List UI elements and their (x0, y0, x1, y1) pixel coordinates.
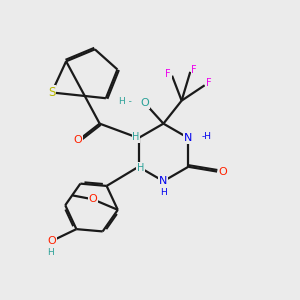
Text: O: O (47, 236, 56, 246)
Text: H: H (160, 188, 167, 197)
Text: N: N (159, 176, 168, 186)
Text: F: F (191, 65, 197, 75)
Text: -H: -H (202, 132, 212, 141)
Text: F: F (206, 78, 211, 88)
Text: O: O (218, 167, 227, 177)
Text: H: H (137, 163, 144, 173)
Text: F: F (165, 69, 171, 79)
Text: N: N (184, 133, 193, 143)
Text: O: O (74, 135, 82, 146)
Text: H -: H - (119, 97, 132, 106)
Text: O: O (88, 194, 97, 204)
Text: H: H (47, 248, 54, 257)
Text: O: O (141, 98, 150, 109)
Text: S: S (48, 86, 56, 99)
Text: H: H (132, 132, 140, 142)
